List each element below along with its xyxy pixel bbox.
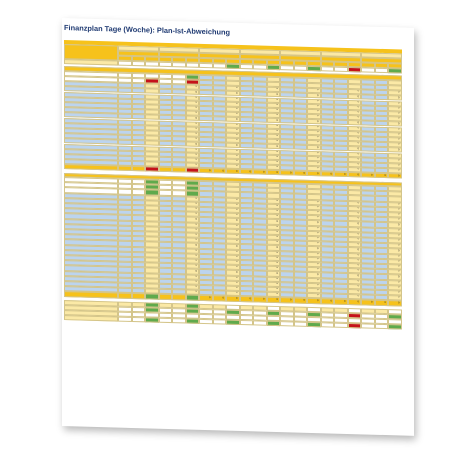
value-cell[interactable]: 0 [347,299,361,305]
value-cell[interactable] [266,64,280,71]
value-cell[interactable]: 0 [226,295,240,302]
value-cell[interactable]: 0 [307,171,321,177]
value-cell[interactable]: 0 [212,295,226,302]
value-cell[interactable] [226,319,240,326]
value-cell[interactable]: 0 [334,171,348,178]
sheet-title: Finanzplan Tage (Woche): Plan-Ist-Abweic… [64,23,231,37]
value-cell[interactable]: 0 [199,168,213,174]
value-cell[interactable]: 0 [239,169,253,175]
value-cell[interactable] [239,63,253,70]
value-cell[interactable] [145,317,159,324]
value-cell[interactable] [334,66,348,73]
value-cell[interactable] [131,317,145,323]
value-cell[interactable] [158,61,172,68]
value-cell[interactable] [131,293,145,299]
value-cell[interactable] [131,166,145,172]
value-cell[interactable]: 0 [253,169,267,176]
value-cell[interactable] [185,318,199,325]
value-cell[interactable] [388,324,402,330]
row-label-summe_auszahlungen[interactable] [64,291,118,299]
value-cell[interactable] [226,63,240,70]
row-label-ueberdeckung[interactable] [64,315,118,322]
header-label-corner[interactable] [64,44,118,61]
value-cell[interactable]: 0 [374,173,388,179]
row-label-anfangsbestand[interactable] [64,59,118,66]
value-cell[interactable] [361,323,375,330]
value-cell[interactable]: 0 [320,171,334,178]
value-cell[interactable]: 0 [226,168,240,175]
value-cell[interactable]: 0 [388,173,402,179]
value-cell[interactable] [172,167,186,173]
value-cell[interactable]: 0 [361,299,375,306]
value-cell[interactable]: 0 [266,170,280,176]
value-cell[interactable] [307,65,321,72]
value-cell[interactable] [307,322,321,328]
row-label-summe_einzahlungen[interactable] [64,164,118,172]
value-cell[interactable] [185,167,199,174]
value-cell[interactable] [118,316,132,323]
value-cell[interactable] [212,319,226,325]
value-cell[interactable]: 0 [280,170,294,176]
value-cell[interactable]: 0 [374,300,388,306]
spreadsheet-document: Finanzplan Tage (Woche): Plan-Ist-Abweic… [62,18,414,436]
value-cell[interactable] [145,293,159,300]
value-cell[interactable]: 0 [293,297,307,304]
value-cell[interactable] [145,61,159,67]
value-cell[interactable] [118,60,132,67]
value-cell[interactable] [158,317,172,324]
value-cell[interactable]: 0 [293,170,307,177]
value-cell[interactable]: 0 [239,296,253,302]
value-cell[interactable] [361,67,375,73]
value-cell[interactable] [374,323,388,330]
value-cell[interactable] [172,294,186,301]
value-cell[interactable] [334,322,348,329]
value-cell[interactable] [280,321,294,327]
value-cell[interactable]: 0 [199,295,213,301]
value-cell[interactable] [158,294,172,300]
value-cell[interactable] [172,62,186,68]
value-cell[interactable] [185,294,199,301]
value-cell[interactable] [239,320,253,326]
value-cell[interactable] [374,67,388,74]
value-cell[interactable] [320,66,334,72]
value-cell[interactable] [131,60,145,67]
value-cell[interactable]: 0 [212,168,226,175]
value-cell[interactable] [199,62,213,69]
value-cell[interactable] [293,65,307,72]
value-cell[interactable] [118,292,132,299]
value-cell[interactable] [388,68,402,74]
value-cell[interactable]: 0 [266,297,280,303]
value-cell[interactable]: 0 [307,298,321,304]
value-cell[interactable] [293,321,307,328]
value-cell[interactable] [185,62,199,69]
value-cell[interactable]: 0 [253,296,267,303]
value-cell[interactable]: 0 [347,172,361,178]
value-cell[interactable]: 0 [361,172,375,179]
value-cell[interactable] [212,63,226,69]
value-cell[interactable] [280,65,294,71]
value-cell[interactable]: 0 [280,297,294,304]
value-cell[interactable] [347,66,361,73]
value-cell[interactable] [253,320,267,327]
value-cell[interactable] [145,166,159,173]
value-cell[interactable] [266,320,280,327]
value-cell[interactable] [320,322,334,328]
value-cell[interactable] [347,323,361,329]
value-cell[interactable]: 0 [334,298,348,305]
value-cell[interactable] [253,64,267,70]
value-cell[interactable] [199,319,213,325]
value-cell[interactable] [158,166,172,173]
spreadsheet-grid: Finanzplan Tage (Woche): Plan-Ist-Abweic… [62,18,414,436]
value-cell[interactable]: 0 [388,300,402,307]
value-cell[interactable] [172,318,186,324]
value-cell[interactable]: 0 [320,298,334,305]
value-cell[interactable] [118,165,132,172]
